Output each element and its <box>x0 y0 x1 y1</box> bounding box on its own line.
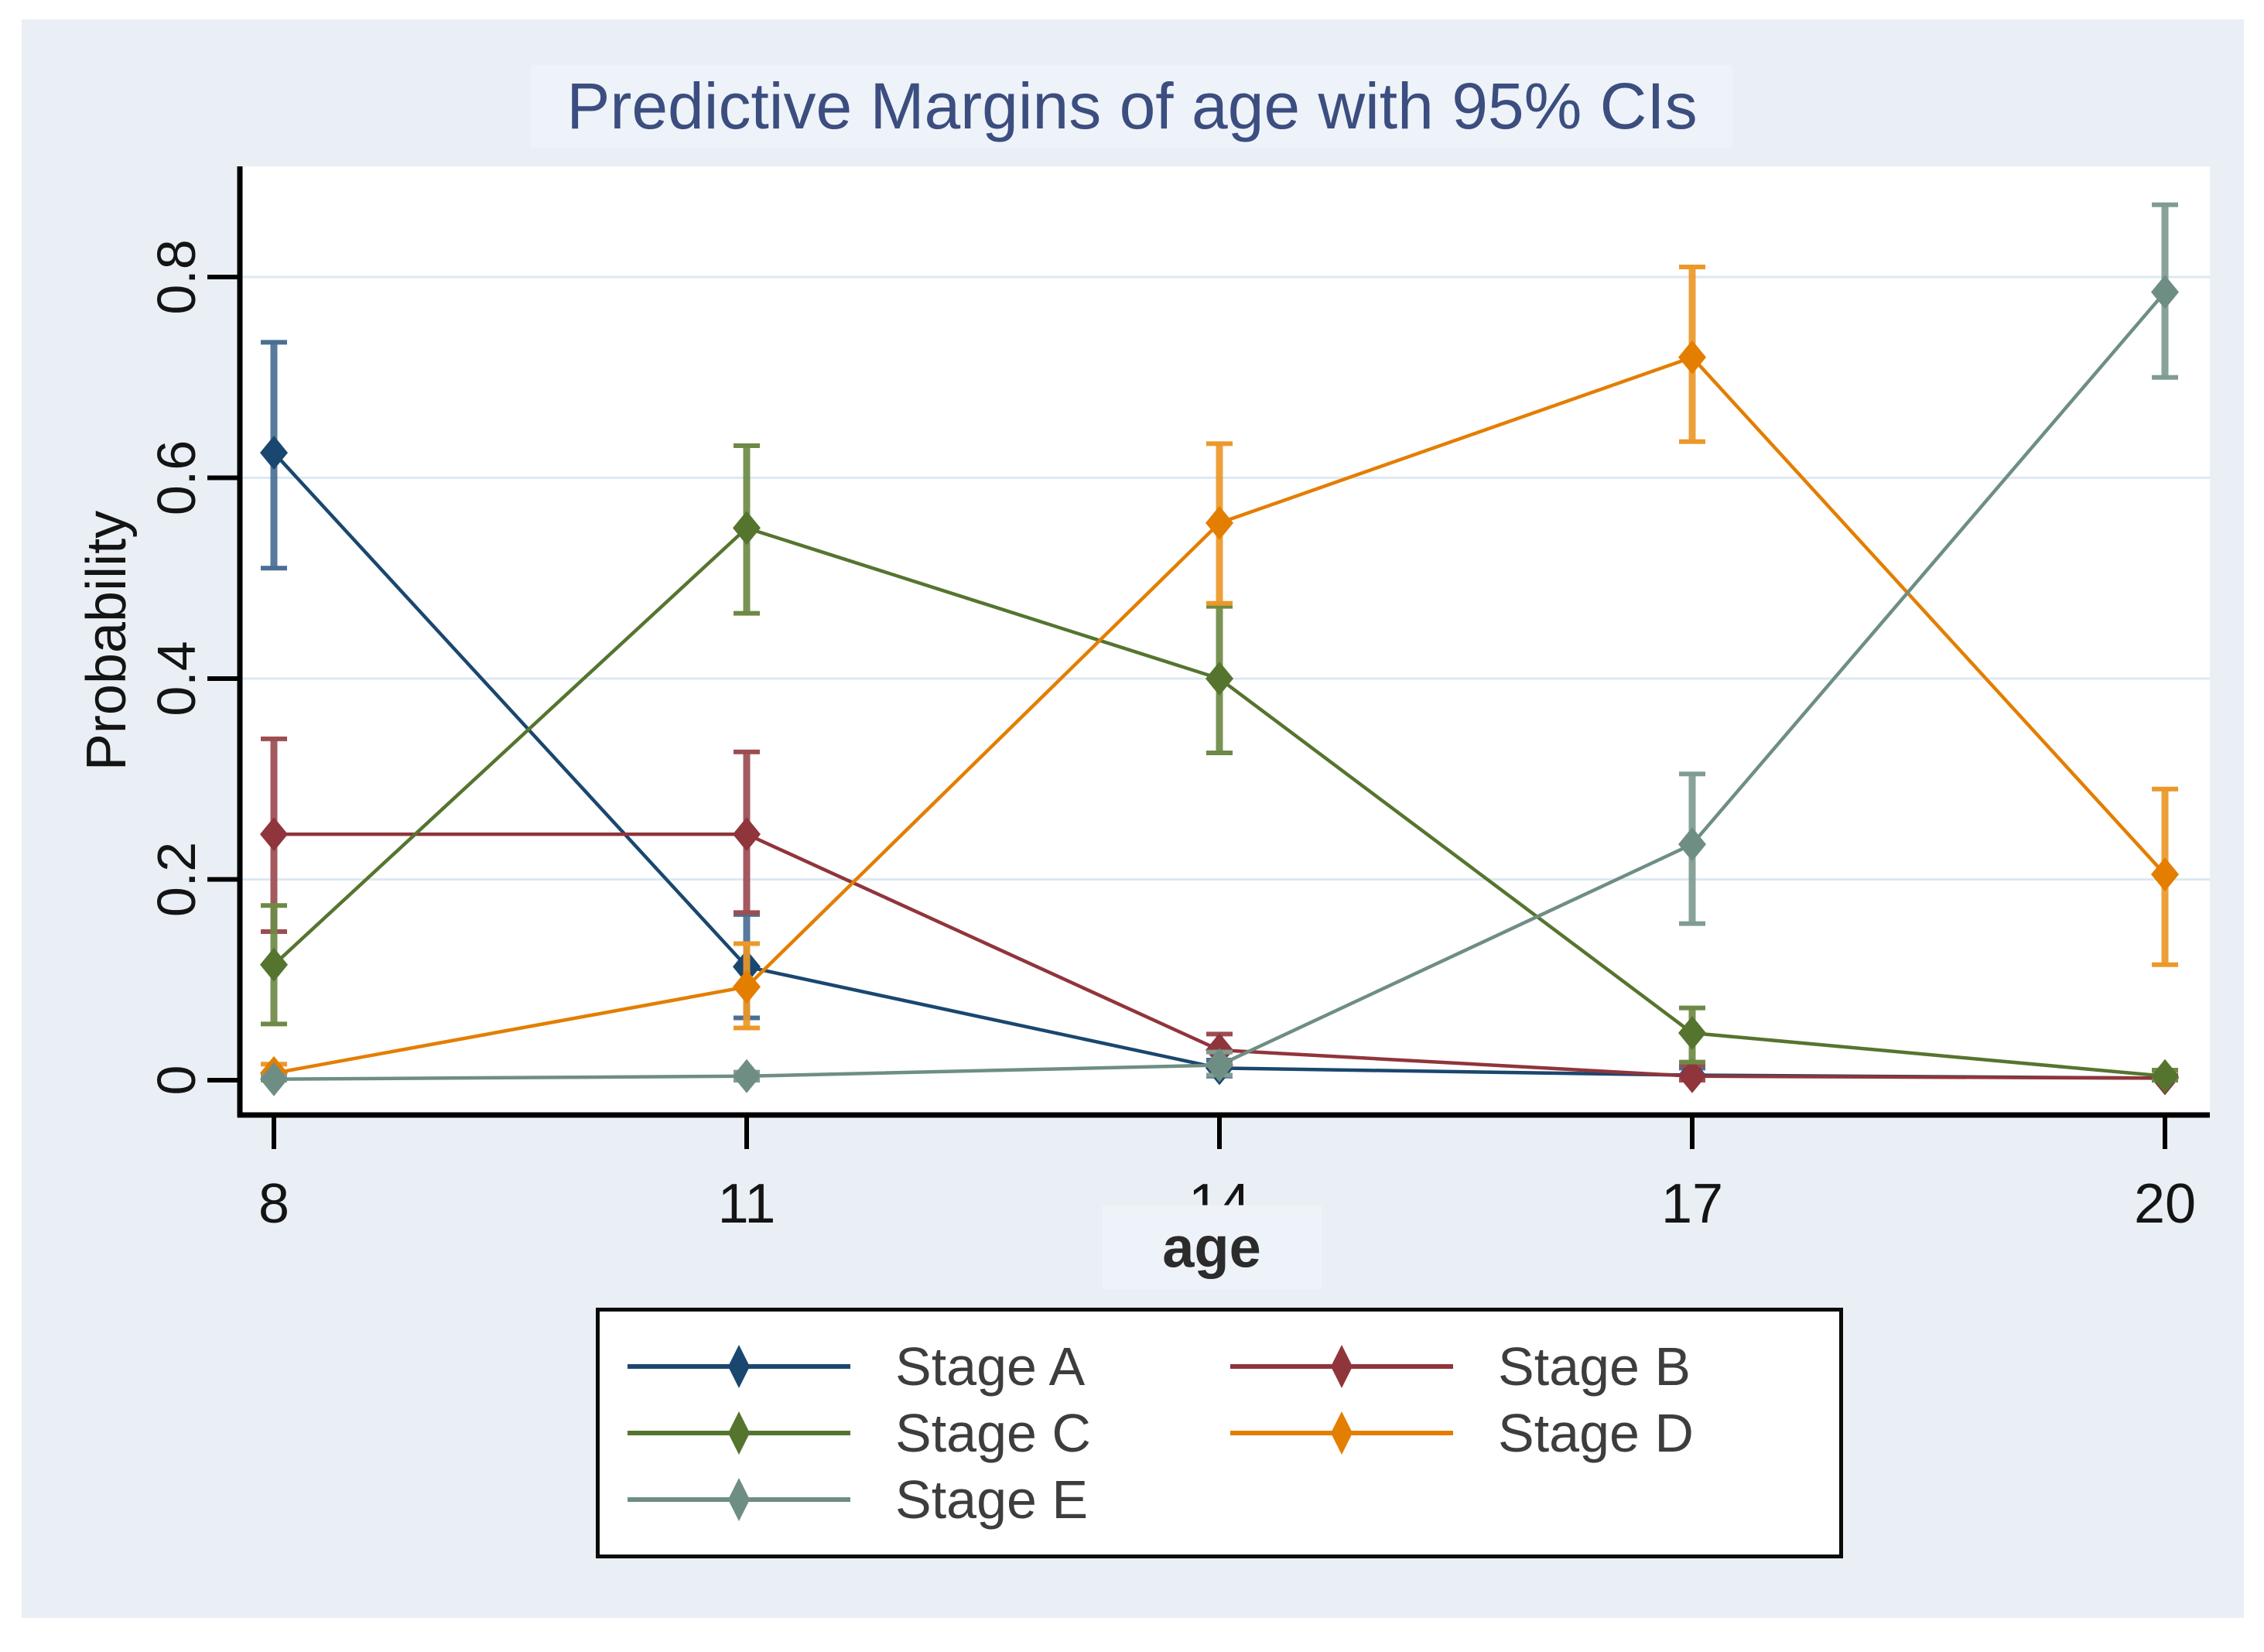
x-axis-title: age <box>1102 1205 1322 1290</box>
data-point-marker <box>260 947 288 982</box>
legend-item-stage-a: Stage A <box>626 1336 1229 1397</box>
legend-swatch <box>628 1478 850 1521</box>
legend-label: Stage C <box>895 1403 1091 1463</box>
x-tick-label: 8 <box>258 1173 289 1235</box>
legend-item-stage-d: Stage D <box>1229 1402 1831 1464</box>
y-axis-title: Probability <box>76 510 138 771</box>
legend-label: Stage B <box>1498 1336 1691 1397</box>
legend-marker-diamond-icon <box>1331 1345 1353 1388</box>
series-stage-c <box>260 443 2179 1093</box>
legend-marker-diamond-icon <box>1331 1411 1353 1455</box>
legend-marker-diamond-icon <box>728 1411 750 1455</box>
data-point-marker <box>260 436 288 470</box>
data-point-marker <box>1678 340 1706 375</box>
legend-swatch <box>628 1345 850 1388</box>
y-tick-label: 0.2 <box>146 842 207 917</box>
legend-label: Stage E <box>895 1469 1089 1530</box>
data-point-marker <box>2151 275 2179 310</box>
data-point-marker <box>733 817 761 852</box>
data-point-marker <box>1206 662 1233 696</box>
legend-marker-diamond-icon <box>728 1478 750 1521</box>
series-stage-e <box>260 202 2179 1096</box>
data-point-marker <box>1678 1059 1706 1093</box>
legend-swatch <box>1230 1411 1453 1455</box>
y-tick-label: 0.6 <box>146 440 207 515</box>
data-point-marker <box>260 1062 288 1096</box>
chart-title: Predictive Margins of age with 95% CIs <box>531 65 1733 149</box>
data-point-marker <box>2151 1059 2179 1093</box>
data-point-marker <box>2151 857 2179 892</box>
legend-marker-diamond-icon <box>728 1345 750 1388</box>
data-point-marker <box>1206 1048 1233 1083</box>
legend: Stage A Stage B Stage C Stage D Stage E <box>596 1308 1843 1558</box>
x-tick-label: 20 <box>2134 1173 2196 1235</box>
legend-label: Stage A <box>895 1336 1086 1397</box>
legend-item-stage-c: Stage C <box>626 1402 1229 1464</box>
data-point-marker <box>1206 505 1233 540</box>
data-point-marker <box>1678 1016 1706 1051</box>
data-point-marker <box>733 511 761 546</box>
data-point-marker <box>1678 827 1706 862</box>
y-tick-label: 0.8 <box>146 239 207 314</box>
legend-swatch <box>628 1411 850 1455</box>
plot-area <box>240 166 2210 1115</box>
legend-item-stage-b: Stage B <box>1229 1336 1831 1397</box>
y-tick-label: 0.4 <box>146 641 207 716</box>
legend-item-stage-e: Stage E <box>626 1469 1229 1531</box>
data-point-marker <box>260 817 288 852</box>
data-point-marker <box>733 1059 761 1093</box>
data-point-marker <box>733 970 761 1004</box>
x-tick-label: 17 <box>1661 1173 1723 1235</box>
y-tick-label: 0 <box>146 1065 207 1096</box>
legend-label: Stage D <box>1498 1403 1694 1463</box>
legend-swatch <box>1230 1345 1453 1388</box>
x-tick-label: 11 <box>718 1173 776 1235</box>
